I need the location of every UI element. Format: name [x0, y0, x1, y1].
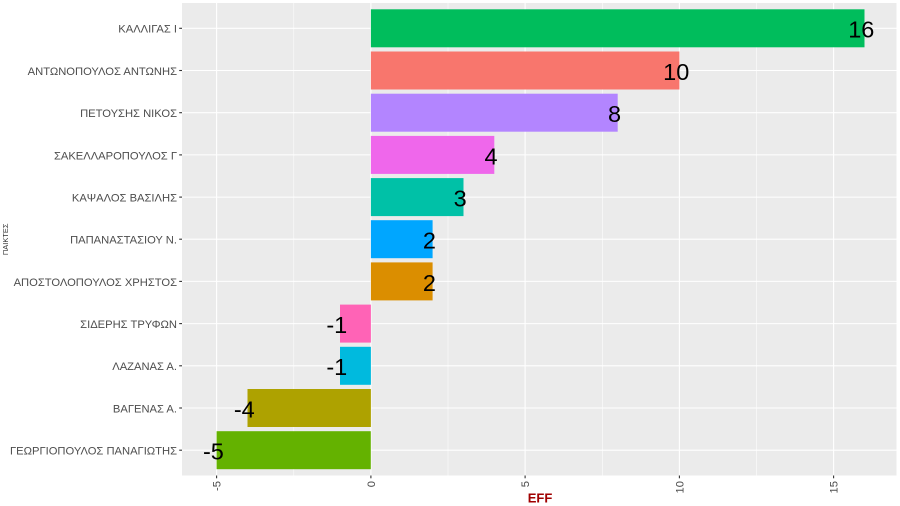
svg-text:-5: -5	[203, 439, 224, 465]
svg-text:3: 3	[454, 186, 467, 212]
svg-text:-1: -1	[326, 354, 347, 380]
svg-text:5: 5	[520, 481, 532, 487]
svg-text:ΛΑΖΑΝΑΣ Α.: ΛΑΖΑΝΑΣ Α.	[112, 361, 177, 373]
svg-text:ΣΙΔΕΡΗΣ ΤΡΥΦΩΝ: ΣΙΔΕΡΗΣ ΤΡΥΦΩΝ	[80, 319, 177, 331]
svg-text:ΠΕΤΟΥΣΗΣ ΝΙΚΟΣ: ΠΕΤΟΥΣΗΣ ΝΙΚΟΣ	[80, 108, 177, 120]
svg-text:2: 2	[423, 270, 436, 296]
svg-text:4: 4	[485, 143, 498, 169]
svg-text:-1: -1	[326, 312, 347, 338]
svg-text:ΚΑΛΛΙΓΑΣ Ι: ΚΑΛΛΙΓΑΣ Ι	[118, 24, 177, 36]
svg-text:ΣΑΚΕΛΛΑΡΟΠΟΥΛΟΣ Γ: ΣΑΚΕΛΛΑΡΟΠΟΥΛΟΣ Γ	[54, 150, 177, 162]
svg-text:-5: -5	[212, 481, 224, 491]
svg-text:ΑΠΟΣΤΟΛΟΠΟΥΛΟΣ ΧΡΗΣΤΟΣ: ΑΠΟΣΤΟΛΟΠΟΥΛΟΣ ΧΡΗΣΤΟΣ	[14, 277, 177, 289]
svg-text:8: 8	[608, 101, 621, 127]
svg-text:ΠΑΠΑΝΑΣΤΑΣΙΟΥ Ν.: ΠΑΠΑΝΑΣΤΑΣΙΟΥ Ν.	[70, 235, 177, 247]
svg-text:15: 15	[829, 481, 841, 493]
svg-text:ΠΑΙΚΤΕΣ: ΠΑΙΚΤΕΣ	[1, 223, 10, 255]
svg-text:0: 0	[366, 481, 378, 487]
svg-text:16: 16	[848, 17, 874, 43]
svg-text:ΑΝΤΩΝΟΠΟΥΛΟΣ ΑΝΤΩΝΗΣ: ΑΝΤΩΝΟΠΟΥΛΟΣ ΑΝΤΩΝΗΣ	[28, 66, 177, 78]
svg-text:2: 2	[423, 228, 436, 254]
svg-text:ΓΕΩΡΓΙΟΠΟΥΛΟΣ ΠΑΝΑΓΙΩΤΗΣ: ΓΕΩΡΓΙΟΠΟΥΛΟΣ ΠΑΝΑΓΙΩΤΗΣ	[10, 446, 177, 458]
svg-text:-4: -4	[234, 396, 255, 422]
svg-text:ΒΑΓΕΝΑΣ Α.: ΒΑΓΕΝΑΣ Α.	[113, 403, 177, 415]
svg-text:ΚΑΨΑΛΟΣ ΒΑΣΙΛΗΣ: ΚΑΨΑΛΟΣ ΒΑΣΙΛΗΣ	[72, 193, 177, 205]
svg-text:EFF: EFF	[528, 491, 553, 506]
svg-text:10: 10	[675, 481, 687, 493]
svg-text:10: 10	[663, 59, 689, 85]
